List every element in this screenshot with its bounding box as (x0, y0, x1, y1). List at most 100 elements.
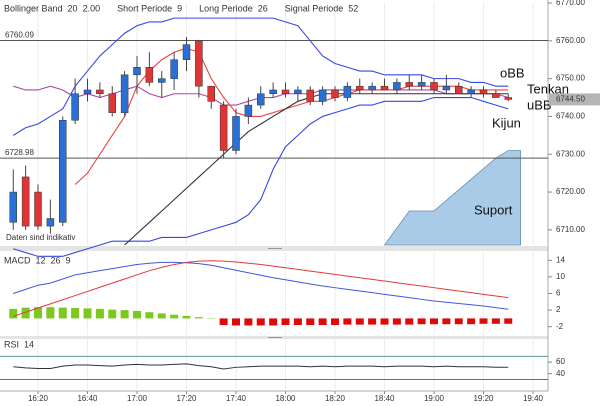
candle-body (405, 82, 413, 87)
candle-body (71, 93, 79, 121)
y-tick-label: 6720.00 (556, 187, 585, 196)
note: Daten sind indikativ (6, 233, 75, 242)
histogram-bar (467, 318, 476, 325)
candle-body (158, 78, 166, 83)
overlay-label: uBB (527, 97, 552, 112)
candle-body (83, 89, 92, 94)
histogram-bar (244, 318, 253, 326)
y-tick-label: 6730.00 (556, 149, 585, 158)
candle-body (108, 93, 116, 113)
histogram-bar (405, 318, 414, 325)
histogram-bar (392, 318, 401, 325)
candle-body (417, 82, 426, 87)
candle-body (232, 116, 240, 151)
candle-body (219, 104, 228, 151)
candle-body (356, 85, 364, 91)
histogram-bar (504, 318, 513, 324)
candle-body (294, 89, 302, 94)
indicator-name: Long Periode (199, 3, 253, 13)
y-tick-label: 40 (556, 369, 565, 378)
histogram-bar (306, 318, 315, 326)
histogram-bar (83, 308, 92, 319)
x-tick-label: 19:40 (523, 394, 544, 403)
x-tick-label: 19:00 (424, 394, 445, 403)
macd-line (13, 260, 509, 317)
indicator-name: Signal Periode (285, 3, 344, 13)
indicator-param: 52 (348, 3, 358, 13)
histogram-bar (71, 308, 80, 319)
histogram-bar (232, 318, 240, 326)
y-tick-label: -2 (556, 322, 564, 331)
histogram-bar (133, 310, 141, 319)
last-price-box (549, 93, 600, 106)
histogram-bar (157, 313, 166, 319)
x-tick-label: 18:00 (275, 394, 296, 403)
histogram-bar (219, 318, 228, 326)
histogram-bar (95, 308, 104, 319)
histogram-bar (108, 309, 117, 319)
candle-body (318, 89, 327, 102)
indicator-name: Bollinger Band (4, 3, 63, 13)
histogram-bar (170, 314, 179, 319)
histogram-bar (430, 318, 438, 325)
histogram-bar (479, 318, 488, 324)
area-label: Suport (474, 202, 513, 217)
histogram-bar (442, 318, 451, 325)
candle-body (504, 97, 512, 100)
candle-body (195, 40, 203, 87)
indicator-param: 9 (66, 255, 71, 265)
candle-body (257, 93, 265, 106)
level-label: 6728.98 (5, 148, 34, 157)
x-tick-label: 18:40 (374, 394, 395, 403)
overlay-label: oBB (500, 65, 525, 80)
histogram-bar (120, 310, 129, 319)
candle-body (133, 67, 141, 76)
y-tick-label: 6740.00 (556, 112, 585, 121)
candle-body (145, 67, 154, 83)
indicator-param: 9 (177, 3, 182, 13)
candle-body (269, 89, 277, 94)
candle-body (59, 119, 67, 223)
indicator-param: 2.00 (83, 3, 101, 13)
last-price-label: 6744.50 (556, 95, 585, 104)
overlay-line (124, 93, 509, 246)
candle-body (331, 89, 339, 98)
histogram-bar (355, 318, 364, 325)
y-tick-label: 6 (556, 289, 561, 298)
histogram-bar (281, 318, 290, 326)
histogram-bar (491, 318, 500, 324)
histogram-bar (269, 318, 278, 326)
x-tick-label: 17:00 (127, 394, 148, 403)
candle-body (9, 191, 17, 223)
indicator-name: RSI (4, 339, 19, 349)
histogram-bar (182, 315, 191, 319)
histogram-bar (145, 312, 154, 319)
indicator-param: 20 (68, 3, 78, 13)
x-tick-label: 16:40 (77, 394, 98, 403)
candle-body (34, 191, 42, 227)
candle-body (368, 85, 376, 91)
candle-body (430, 82, 438, 91)
candle-body (96, 89, 104, 94)
y-tick-label: 14 (556, 255, 565, 264)
histogram-bar (368, 318, 377, 325)
indicator-name: Short Periode (117, 3, 172, 13)
histogram-bar (46, 307, 55, 319)
y-tick-label: 6750.00 (556, 74, 585, 83)
candle-body (21, 176, 30, 227)
overlay-label: Kijun (492, 115, 521, 130)
macd-line (13, 261, 509, 310)
y-tick-label: 6710.00 (556, 225, 585, 234)
histogram-bar (293, 318, 302, 326)
y-tick-label: 60 (556, 357, 565, 366)
support-area (383, 150, 522, 246)
overlay-label: Tenkan (527, 81, 569, 96)
histogram-bar (318, 318, 327, 326)
candle-body (442, 85, 451, 91)
x-tick-label: 16:20 (28, 394, 49, 403)
overlay-line (12, 17, 509, 136)
candle-body (46, 218, 55, 227)
histogram-bar (417, 318, 426, 325)
level-label: 6760.09 (5, 31, 34, 40)
